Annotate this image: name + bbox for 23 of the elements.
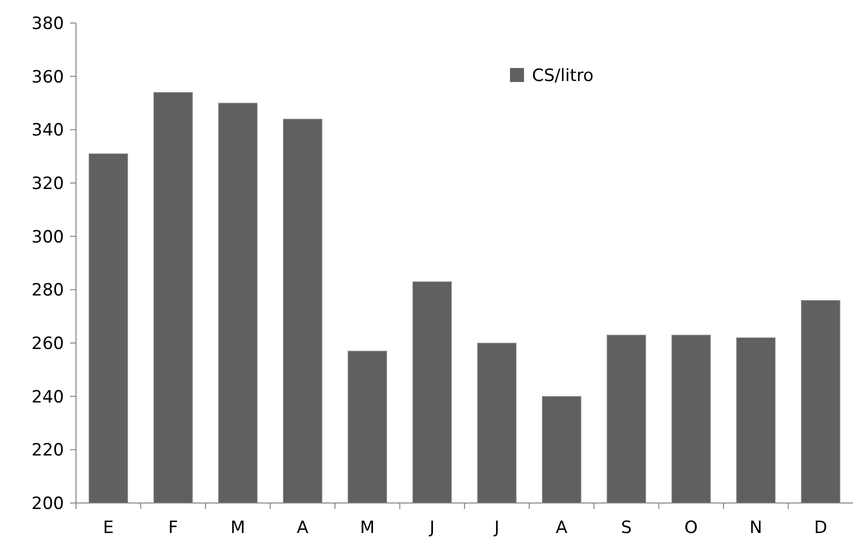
y-tick-label: 340 [32, 120, 64, 141]
legend-label: CS/litro [532, 66, 594, 86]
y-tick-label: 380 [32, 14, 64, 34]
x-tick-label: A [296, 518, 309, 538]
y-tick-label: 260 [32, 334, 64, 354]
y-tick-label: 240 [32, 387, 64, 408]
x-tick-label: A [556, 518, 568, 538]
x-tick-label: D [814, 518, 828, 538]
x-tick-label: F [168, 518, 178, 538]
x-tick-label: O [684, 518, 698, 538]
y-tick-label: 320 [32, 174, 64, 194]
y-tick-label: 360 [32, 67, 64, 88]
x-tick-label: J [428, 518, 435, 538]
x-tick-label: S [620, 518, 632, 538]
x-tick-label: J [493, 518, 500, 538]
x-tick-label: E [103, 518, 114, 538]
x-tick-label: M [360, 518, 375, 538]
y-tick-label: 220 [32, 440, 64, 461]
y-tick-label: 280 [32, 280, 64, 301]
x-tick-label: M [230, 518, 246, 538]
y-tick-label: 300 [32, 227, 64, 248]
x-tick-label: N [750, 518, 762, 538]
y-tick-label: 200 [32, 494, 64, 514]
